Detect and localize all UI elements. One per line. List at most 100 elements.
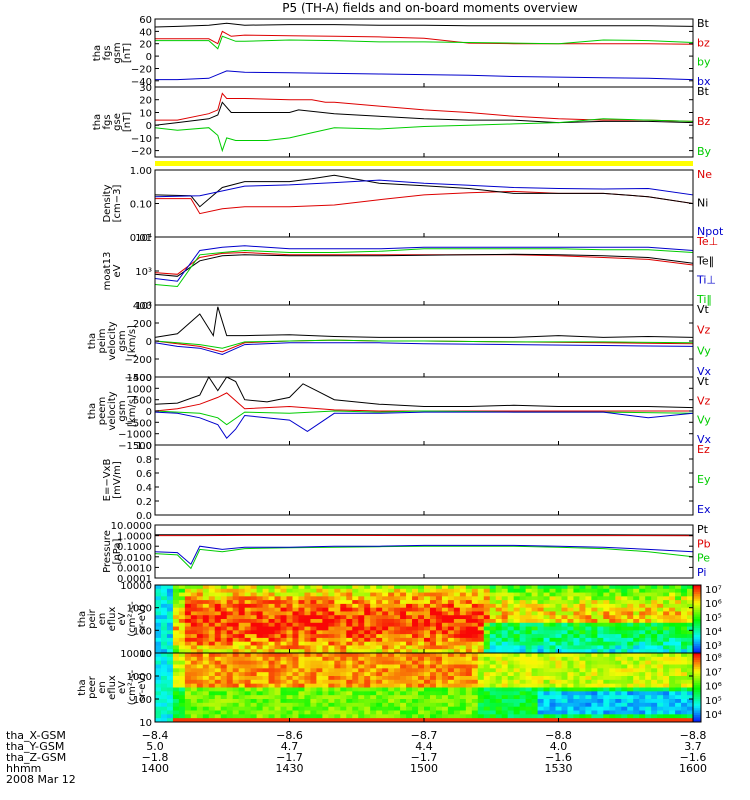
spectrogram-cell (573, 695, 580, 700)
spectrogram-cell (675, 630, 682, 635)
spectrogram-cell (178, 687, 186, 692)
spectrogram-cell (418, 615, 425, 620)
spectrogram-cell (597, 668, 604, 673)
spectrogram-cell (435, 683, 443, 688)
spectrogram-cell (669, 653, 676, 658)
spectrogram-cell (675, 656, 682, 662)
spectrogram-cell (543, 718, 550, 723)
y-axis-label-line: Density (102, 184, 113, 222)
spectrogram-cell (208, 699, 216, 704)
spectrogram-cell (459, 615, 467, 620)
spectrogram-cell (483, 592, 491, 597)
spectrogram-cell (202, 695, 210, 700)
spectrogram-cell (429, 660, 437, 665)
spectrogram-cell (591, 611, 598, 616)
spectrogram-cell (519, 596, 527, 601)
spectrogram-cell (537, 676, 544, 681)
spectrogram-cell (220, 645, 228, 650)
spectrogram-cell (292, 672, 299, 677)
spectrogram-cell (250, 653, 258, 658)
spectrogram-cell (286, 645, 293, 650)
spectrogram-cell (286, 656, 293, 662)
spectrogram-cell (567, 660, 574, 665)
spectrogram-cell (585, 706, 592, 711)
spectrogram-cell (394, 653, 401, 658)
spectrogram-cell (400, 687, 407, 692)
spectrogram-cell (262, 668, 269, 673)
spectrogram-cell (238, 668, 246, 673)
spectrogram-cell (609, 603, 616, 609)
spectrogram-cell (268, 626, 275, 631)
spectrogram-cell (657, 615, 664, 620)
spectrogram-cell (669, 634, 676, 639)
spectrogram-cell (160, 622, 168, 627)
spectrogram-cell (214, 672, 222, 677)
spectrogram-cell (615, 649, 622, 654)
spectrogram-cell (591, 630, 598, 635)
spectrogram-cell (155, 592, 162, 597)
spectrogram-cell (250, 672, 258, 677)
colorbar-step (693, 632, 701, 636)
spectrogram-cell (639, 588, 646, 593)
spectrogram-cell (579, 649, 586, 654)
spectrogram-cell (591, 585, 598, 590)
spectrogram-cell (340, 641, 347, 646)
spectrogram-cell (298, 710, 305, 715)
spectrogram-cell (280, 622, 287, 627)
spectrogram-cell (244, 588, 252, 593)
spectrogram-cell (633, 668, 640, 673)
spectrogram-cell (555, 596, 562, 601)
colorbar-step (693, 710, 701, 714)
spectrogram-cell (316, 656, 323, 662)
spectrogram-cell (155, 607, 162, 612)
legend-label: Pb (697, 537, 711, 550)
spectrogram-cell (585, 600, 592, 605)
y-axis-label-line: en (97, 681, 108, 694)
spectrogram-cell (507, 588, 515, 593)
spectrogram-cell (226, 630, 234, 635)
spectrogram-cell (645, 585, 652, 590)
spectrogram-cell (358, 619, 365, 624)
spectrogram-cell (268, 672, 275, 677)
spectrogram-cell (184, 672, 192, 677)
spectrogram-cell (292, 615, 299, 620)
spectrogram-cell (382, 699, 389, 704)
spectrogram-cell (268, 641, 275, 646)
spectrogram-cell (370, 668, 377, 673)
spectrogram-cell (334, 603, 341, 609)
spectrogram-cell (453, 622, 461, 627)
spectrogram-cell (190, 676, 198, 681)
spectrogram-cell (483, 714, 491, 719)
spectrogram-cell (507, 649, 515, 654)
spectrogram-cell (567, 653, 574, 658)
spectrogram-cell (429, 630, 437, 635)
spectrogram-cell (394, 691, 401, 696)
spectrogram-cell (591, 653, 598, 658)
spectrogram-cell (591, 679, 598, 685)
spectrogram-cell (675, 664, 682, 669)
spectrogram-cell (262, 607, 269, 612)
spectrogram-cell (441, 691, 449, 696)
spectrogram-cell (561, 691, 568, 696)
spectrogram-cell (412, 676, 419, 681)
spectrogram-cell (424, 585, 431, 590)
spectrogram-cell (214, 653, 222, 658)
spectrogram-cell (585, 588, 592, 593)
spectrogram-cell (328, 641, 335, 646)
spectrogram-cell (352, 592, 359, 597)
spectrogram-cell (244, 660, 252, 665)
spectrogram-cell (232, 706, 240, 711)
spectrogram-cell (334, 691, 341, 696)
spectrogram-cell (394, 630, 401, 635)
spectrogram-cell (196, 656, 204, 662)
spectrogram-cell (202, 683, 210, 688)
spectrogram-cell (250, 676, 258, 681)
spectrogram-cell (603, 660, 610, 665)
spectrogram-cell (208, 641, 216, 646)
spectrogram-cell (232, 641, 240, 646)
spectrogram-cell (382, 649, 389, 654)
spectrogram-cell (268, 615, 275, 620)
spectrogram-cell (286, 641, 293, 646)
spectrogram-cell (400, 596, 407, 601)
spectrogram-cell (597, 600, 604, 605)
